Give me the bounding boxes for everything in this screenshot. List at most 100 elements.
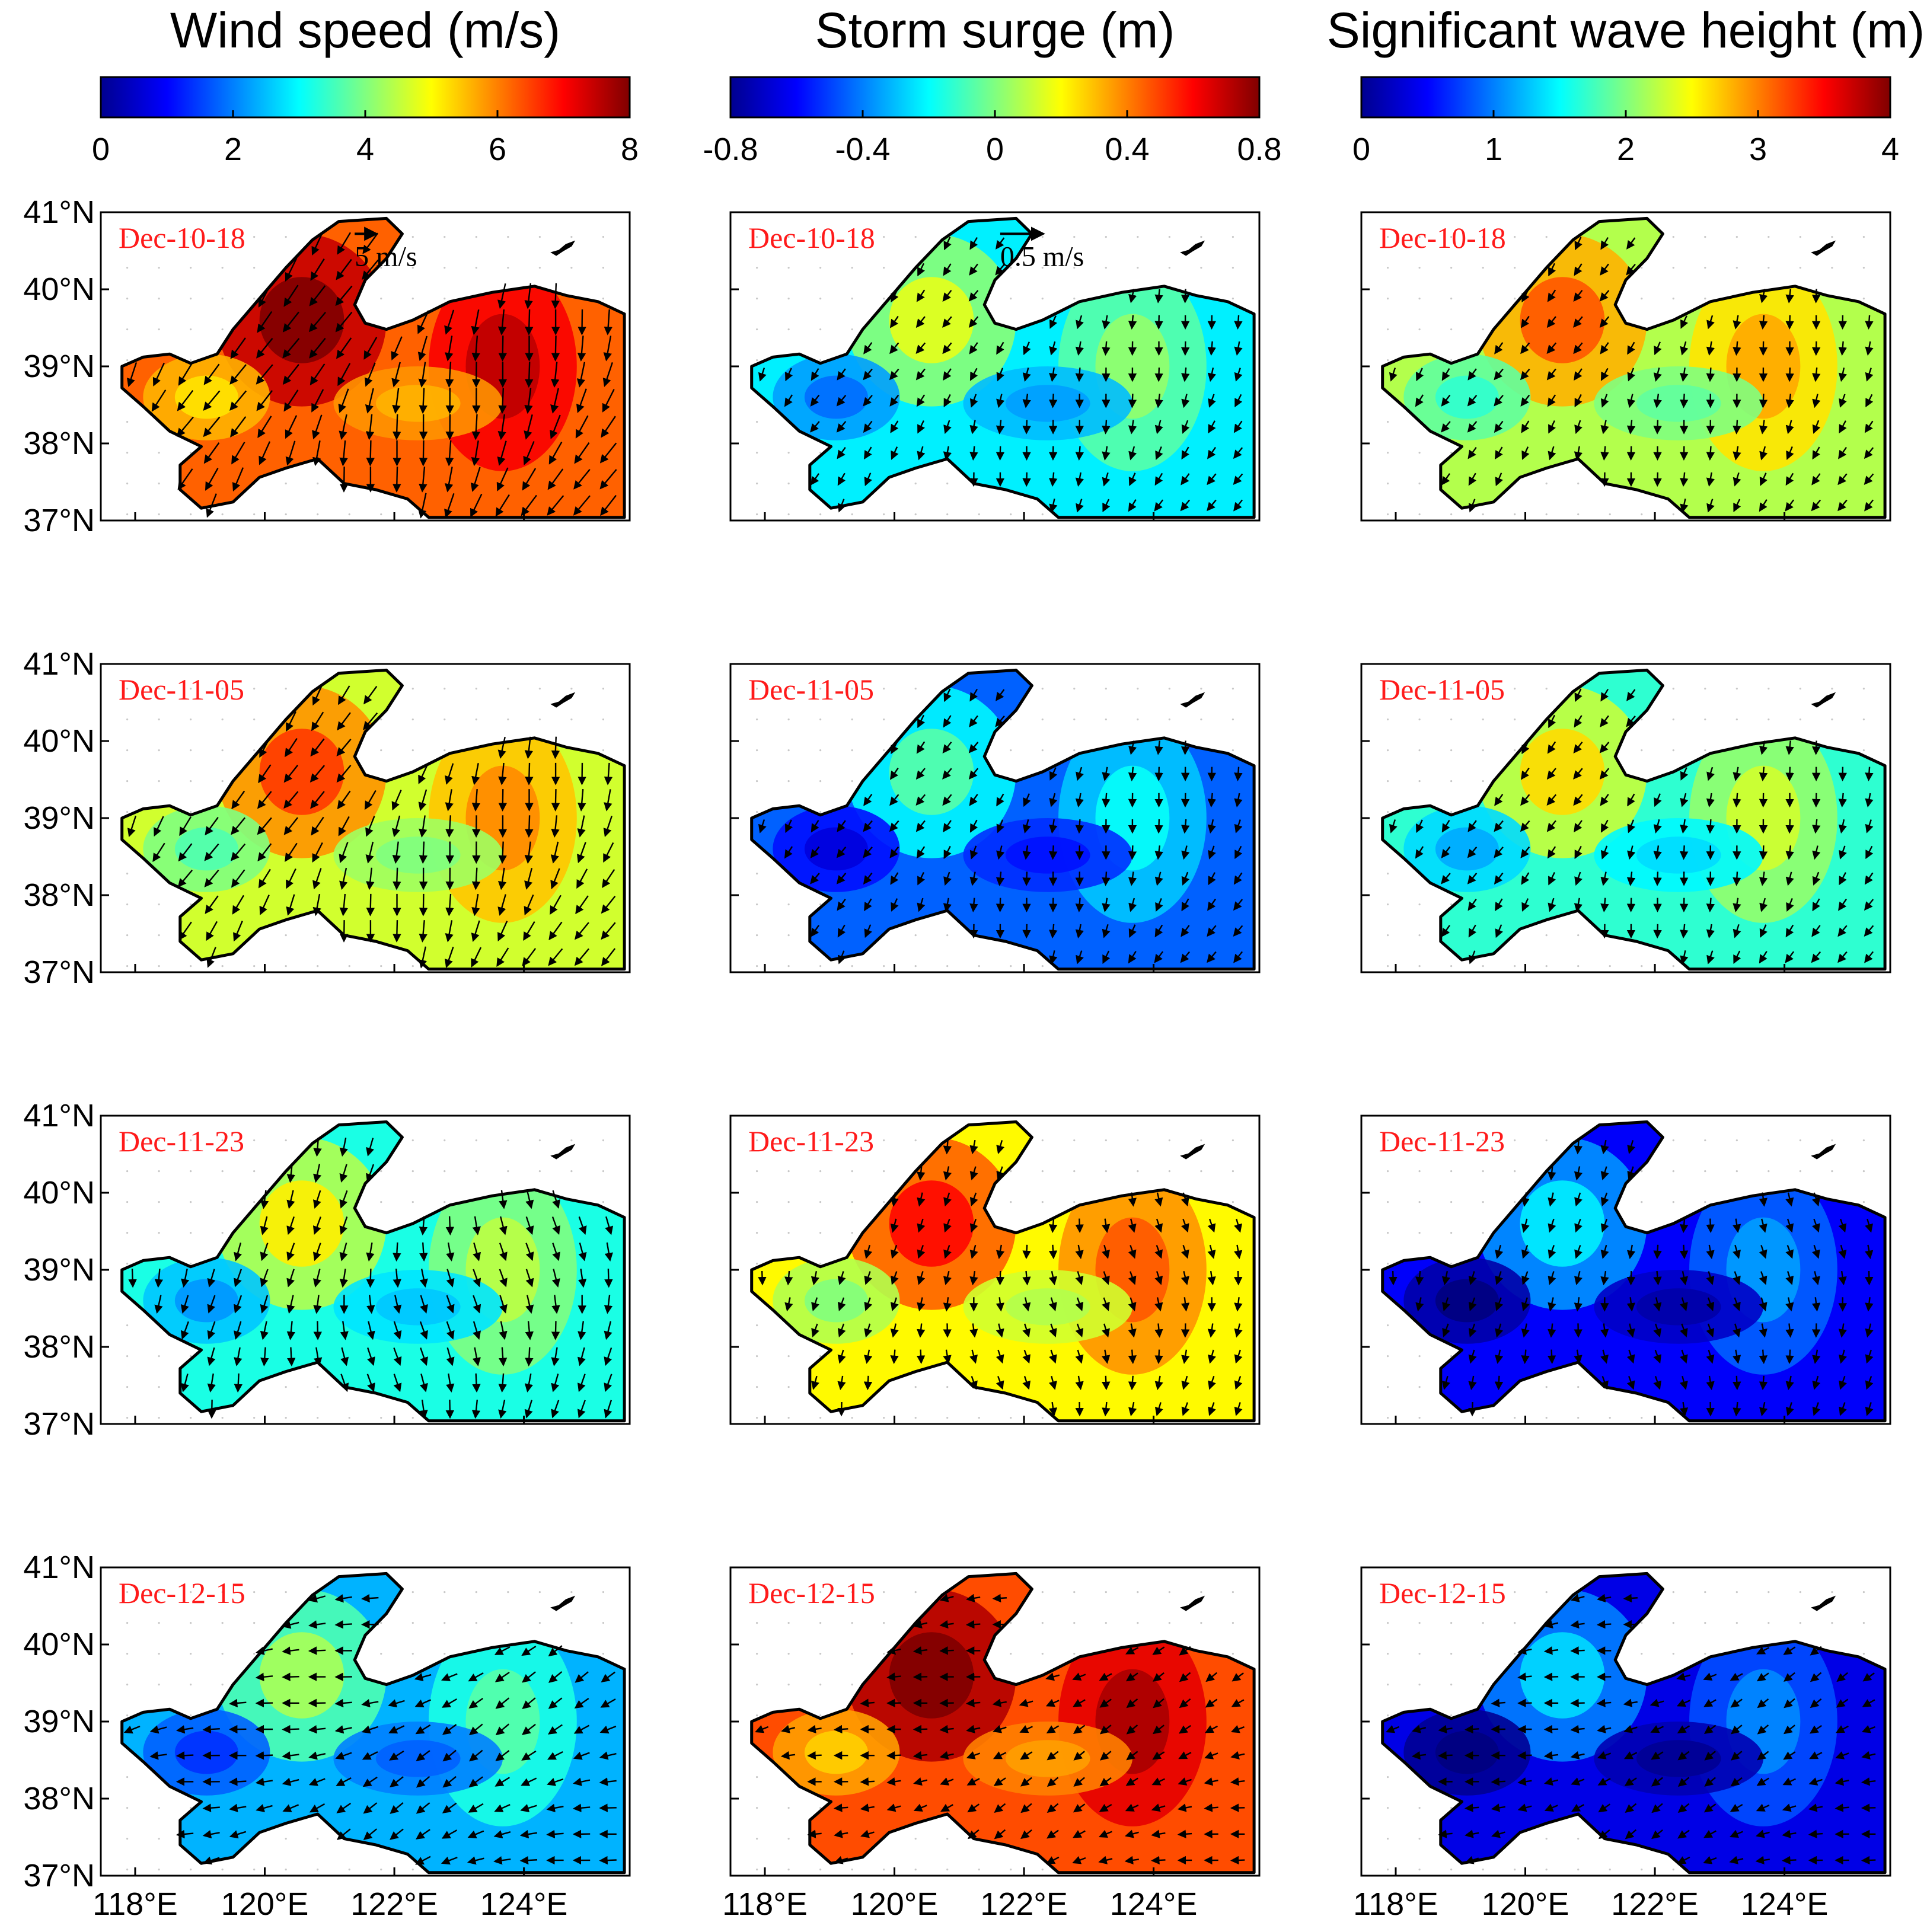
vector-arrow: [1680, 315, 1689, 329]
field-contour-core: [1435, 827, 1499, 871]
grid-dot: [602, 298, 605, 300]
grid-dot: [317, 965, 319, 967]
grid-dot: [126, 1684, 129, 1686]
vector-arrow: [471, 336, 480, 362]
vector-arrow: [1865, 368, 1874, 382]
vector-arrow: [1234, 1270, 1243, 1286]
vector-arrow: [1155, 898, 1163, 912]
vector-arrow: [548, 441, 563, 465]
vector-arrow: [470, 493, 483, 518]
grid-dot: [1450, 1201, 1453, 1203]
grid-dot: [1105, 718, 1107, 721]
vector-arrow: [1128, 420, 1137, 435]
vector-arrow: [1154, 845, 1163, 860]
grid-dot: [819, 780, 822, 783]
grid-dot: [1450, 1653, 1453, 1655]
y-tick-label: 37°N: [23, 503, 95, 538]
vector-arrow: [758, 368, 767, 382]
grid-dot: [1577, 1869, 1580, 1871]
vector-arrow: [1785, 924, 1794, 938]
time-label: Dec-10-18: [119, 221, 245, 254]
grid-dot: [1200, 1591, 1202, 1593]
vector-arrow: [1864, 420, 1874, 433]
grid-dot: [1704, 1622, 1706, 1624]
vector-arrow: [1759, 898, 1768, 912]
grid-dot: [1799, 1591, 1801, 1593]
grid-dot: [126, 1776, 129, 1778]
vector-arrow: [337, 790, 351, 810]
vector-arrow: [286, 1190, 295, 1209]
map-panel: Dec-11-05: [1360, 663, 1891, 973]
grid-dot: [1387, 1355, 1389, 1358]
grid-dot: [221, 749, 224, 752]
grid-dot: [158, 1417, 160, 1419]
vector-arrow: [996, 420, 1005, 435]
vector-arrow: [863, 394, 873, 407]
vector-arrow: [418, 362, 427, 388]
vector-arrow: [1570, 1646, 1585, 1655]
field-contour-core: [889, 729, 974, 815]
vector-arrow: [1207, 819, 1216, 834]
vector-arrow: [1706, 472, 1715, 487]
vector-arrow: [1467, 368, 1477, 381]
vector-arrow: [1785, 472, 1794, 486]
vector-arrow: [943, 446, 952, 461]
vector-arrow: [1547, 741, 1556, 754]
grid-dot: [1672, 513, 1674, 516]
grid-dot: [475, 267, 477, 269]
vector-arrow: [1733, 793, 1741, 808]
vector-arrow: [890, 872, 899, 885]
vector-arrow: [1653, 924, 1662, 939]
grid-dot: [1450, 688, 1453, 690]
grid-dot: [444, 236, 446, 238]
grid-dot: [1862, 1591, 1865, 1593]
grid-dot: [126, 1417, 129, 1419]
coastline: [750, 216, 1256, 519]
vector-arrow: [1574, 394, 1583, 408]
grid-dot: [1418, 452, 1421, 454]
vector-arrow: [203, 390, 221, 411]
grid-dot: [1831, 718, 1833, 721]
field-contour-core: [1435, 1279, 1499, 1323]
colorbar-tick-label: 0: [986, 132, 1004, 167]
grid-dot: [787, 1838, 790, 1840]
vector-arrow: [1573, 768, 1583, 780]
vector-arrow: [1599, 316, 1610, 328]
grid-dot: [221, 513, 224, 516]
vector-arrow: [1154, 289, 1163, 304]
grid-dot: [1735, 1139, 1738, 1142]
vector-arrow: [178, 843, 193, 862]
time-label: Dec-11-23: [1379, 1125, 1505, 1158]
grid-dot: [883, 1653, 885, 1655]
grid-dot: [1862, 1653, 1865, 1655]
grid-dot: [538, 688, 541, 690]
grid-dot: [475, 236, 477, 238]
vector-arrow: [1839, 420, 1847, 434]
vector-arrow: [1680, 767, 1689, 781]
vector-arrow: [1839, 845, 1847, 860]
grid-dot: [946, 1386, 949, 1388]
grid-dot: [1168, 236, 1170, 238]
vector-arrow: [338, 816, 350, 836]
vector-arrow: [282, 1672, 299, 1681]
vector-arrow: [965, 1620, 981, 1629]
vector-arrow: [1416, 819, 1424, 834]
vector-arrow: [1468, 924, 1477, 938]
grid-dot: [756, 1232, 758, 1234]
vector-arrow: [969, 819, 978, 833]
grid-dot: [1545, 934, 1548, 937]
vector-arrow: [1233, 473, 1243, 486]
grid-dot: [1387, 934, 1389, 937]
vector-arrow: [996, 689, 1005, 701]
grid-dot: [253, 513, 256, 516]
grid-dot: [756, 1653, 758, 1655]
grid-dot: [1418, 903, 1421, 906]
vector-arrow: [1494, 846, 1504, 858]
vector-arrow: [128, 1268, 137, 1288]
grid-dot: [1514, 267, 1516, 269]
vector-arrow: [1706, 950, 1715, 965]
vector-arrow: [336, 337, 352, 359]
grid-dot: [1073, 267, 1076, 269]
grid-dot: [126, 1170, 129, 1173]
